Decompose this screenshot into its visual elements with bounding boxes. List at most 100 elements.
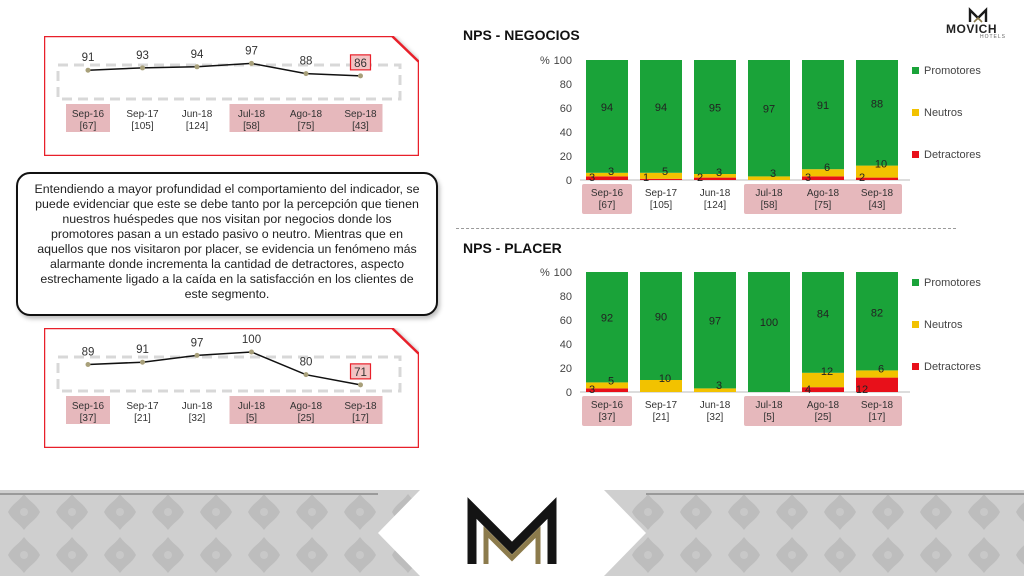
placer-trend-label-bg xyxy=(66,396,110,424)
negocios-stacked-category-label: Sep-17 [105] xyxy=(645,188,678,211)
placer-stacked-chart: 0 20 40 60 80 100% 92 5 3 Sep-16 [37] 90 10 Sep-17 [21… xyxy=(540,267,981,426)
placer-stacked-label-bg xyxy=(744,396,902,426)
negocios-stacked-bar-promotores xyxy=(694,60,736,174)
section-divider xyxy=(456,228,956,229)
negocios-stacked-legend-swatch xyxy=(912,151,919,158)
negocios-trend-value-label: 94 xyxy=(191,49,204,61)
negocios-trend-label-bg xyxy=(229,104,383,132)
placer-stacked-bar-promotores xyxy=(748,272,790,392)
placer-stacked-promotores-label: 82 xyxy=(871,307,883,319)
negocios-trend-point xyxy=(140,65,145,71)
placer-stacked-bar-detractores xyxy=(586,388,628,392)
negocios-stacked-bar-neutros xyxy=(586,172,628,177)
placer-trend-line xyxy=(87,351,361,386)
placer-trend-point xyxy=(358,382,363,388)
negocios-trend-label-bg xyxy=(66,104,110,132)
placer-stacked-legend-label: Promotores xyxy=(924,277,981,289)
negocios-trend-card: 91 Sep-16 [67] 93 Sep-17 [105] 94 Jun-18 [124] 97… xyxy=(42,34,421,158)
placer-trend-value-label: 91 xyxy=(136,344,149,356)
negocios-trend-card-frame xyxy=(42,34,421,158)
placer-stacked-bar-promotores xyxy=(856,272,898,371)
negocios-stacked-bar-neutros xyxy=(856,165,898,178)
negocios-stacked-ytick-label: 40 xyxy=(560,127,572,139)
negocios-stacked-detractores-label: 2 xyxy=(859,172,865,184)
placer-stacked-category-label: Sep-17 [21] xyxy=(645,400,678,423)
placer-stacked-bar-promotores xyxy=(802,272,844,373)
negocios-stacked-ytick-label: 60 xyxy=(560,103,572,115)
negocios-stacked-neutros-label: 3 xyxy=(608,166,614,178)
placer-stacked-bar-neutros xyxy=(694,388,736,392)
negocios-stacked-legend-swatch xyxy=(912,67,919,74)
placer-stacked-bar-neutros xyxy=(586,382,628,389)
placer-stacked-neutros-label: 3 xyxy=(716,380,722,392)
placer-stacked-ylabel: % xyxy=(540,267,550,279)
negocios-stacked-category-label: Jul-18 [58] xyxy=(755,188,783,211)
placer-stacked-ytick-label: 60 xyxy=(560,315,572,327)
negocios-stacked-detractores-label: 2 xyxy=(697,172,703,184)
negocios-trend-category-label: Jun-18 [124] xyxy=(182,109,213,132)
negocios-stacked-promotores-label: 88 xyxy=(871,99,883,111)
placer-stacked-detractores-label: 4 xyxy=(805,384,811,396)
negocios-trend-value-label: 91 xyxy=(82,52,95,64)
placer-trend-category-label: Jul-18 [5] xyxy=(238,401,266,424)
negocios-stacked-bar-detractores xyxy=(856,177,898,180)
negocios-trend-category-label: Jul-18 [58] xyxy=(238,109,266,132)
placer-trend-point xyxy=(85,361,91,367)
placer-trend-chart: 89 Sep-16 [37] 91 Sep-17 [21] 97 Jun-18 [32] 100 J… xyxy=(42,326,421,450)
placer-trend-point xyxy=(140,359,145,365)
negocios-trend-value-label: 86 xyxy=(354,58,367,70)
placer-stacked-bar-promotores xyxy=(586,272,628,383)
placer-trend-label-bg xyxy=(229,396,383,424)
negocios-stacked-detractores-label: 3 xyxy=(589,172,595,184)
negocios-trend-category-label: Ago-18 [75] xyxy=(290,109,323,132)
negocios-stacked-detractores-label: 3 xyxy=(805,172,811,184)
negocios-trend-point xyxy=(358,73,363,79)
placer-stacked-bar-detractores xyxy=(802,387,844,392)
negocios-stacked-category-label: Ago-18 [75] xyxy=(807,188,840,211)
negocios-stacked-neutros-label: 6 xyxy=(824,162,830,174)
negocios-stacked-legend-label: Promotores xyxy=(924,65,981,77)
footer-monogram-icon xyxy=(467,497,557,564)
placer-stacked-detractores-label: 3 xyxy=(589,384,595,396)
placer-chart-title: NPS - PLACER xyxy=(463,240,562,256)
negocios-trend-highlight-box xyxy=(349,54,372,71)
placer-stacked-neutros-label: 5 xyxy=(608,375,614,387)
negocios-stacked-bar-promotores xyxy=(748,60,790,177)
negocios-stacked-neutros-label: 3 xyxy=(716,167,722,179)
placer-stacked-category-label: Jul-18 [5] xyxy=(755,400,783,423)
negocios-stacked-category-label: Jun-18 [124] xyxy=(700,188,731,211)
placer-trend-value-label: 80 xyxy=(300,357,313,369)
placer-stacked-legend-swatch xyxy=(912,279,919,286)
placer-stacked-bar-neutros xyxy=(856,370,898,378)
negocios-stacked-category-label: Sep-16 [67] xyxy=(591,188,624,211)
brand-name: MOVICH xyxy=(946,22,997,36)
placer-stacked-ytick-label: 0 xyxy=(566,387,572,399)
negocios-stacked-bar-neutros xyxy=(802,169,844,177)
placer-stacked-legend-swatch xyxy=(912,363,919,370)
placer-trend-card: 89 Sep-16 [37] 91 Sep-17 [21] 97 Jun-18 [32] 100 J… xyxy=(42,326,421,450)
negocios-stacked-legend-label: Detractores xyxy=(924,149,981,161)
negocios-stacked-legend-swatch xyxy=(912,109,919,116)
placer-trend-value-label: 89 xyxy=(82,346,95,358)
placer-stacked-legend-label: Neutros xyxy=(924,319,963,331)
negocios-stacked-neutros-label: 5 xyxy=(662,166,668,178)
negocios-stacked-ytick-label: 0 xyxy=(566,175,572,187)
negocios-stacked-bar-promotores xyxy=(856,60,898,166)
placer-trend-dashed-frame xyxy=(56,355,402,393)
negocios-trend-point xyxy=(249,60,254,66)
placer-trend-category-label: Sep-18 [17] xyxy=(344,401,377,424)
negocios-trend-point xyxy=(85,67,91,73)
placer-stacked-ytick-label: 80 xyxy=(560,291,572,303)
placer-stacked-legend-label: Detractores xyxy=(924,361,981,373)
negocios-stacked-bar-neutros xyxy=(694,174,736,178)
negocios-trend-point xyxy=(194,64,200,70)
negocios-stacked-bar-detractores xyxy=(586,176,628,180)
negocios-trend-point xyxy=(303,71,309,77)
placer-trend-card-frame xyxy=(42,326,421,450)
placer-trend-value-label: 97 xyxy=(191,337,204,349)
negocios-stacked-neutros-label: 10 xyxy=(875,159,887,171)
placer-stacked-promotores-label: 92 xyxy=(601,313,613,325)
placer-stacked-ytick-label: 40 xyxy=(560,339,572,351)
placer-stacked-bar-detractores xyxy=(856,377,898,392)
footer-pattern xyxy=(0,490,1024,576)
